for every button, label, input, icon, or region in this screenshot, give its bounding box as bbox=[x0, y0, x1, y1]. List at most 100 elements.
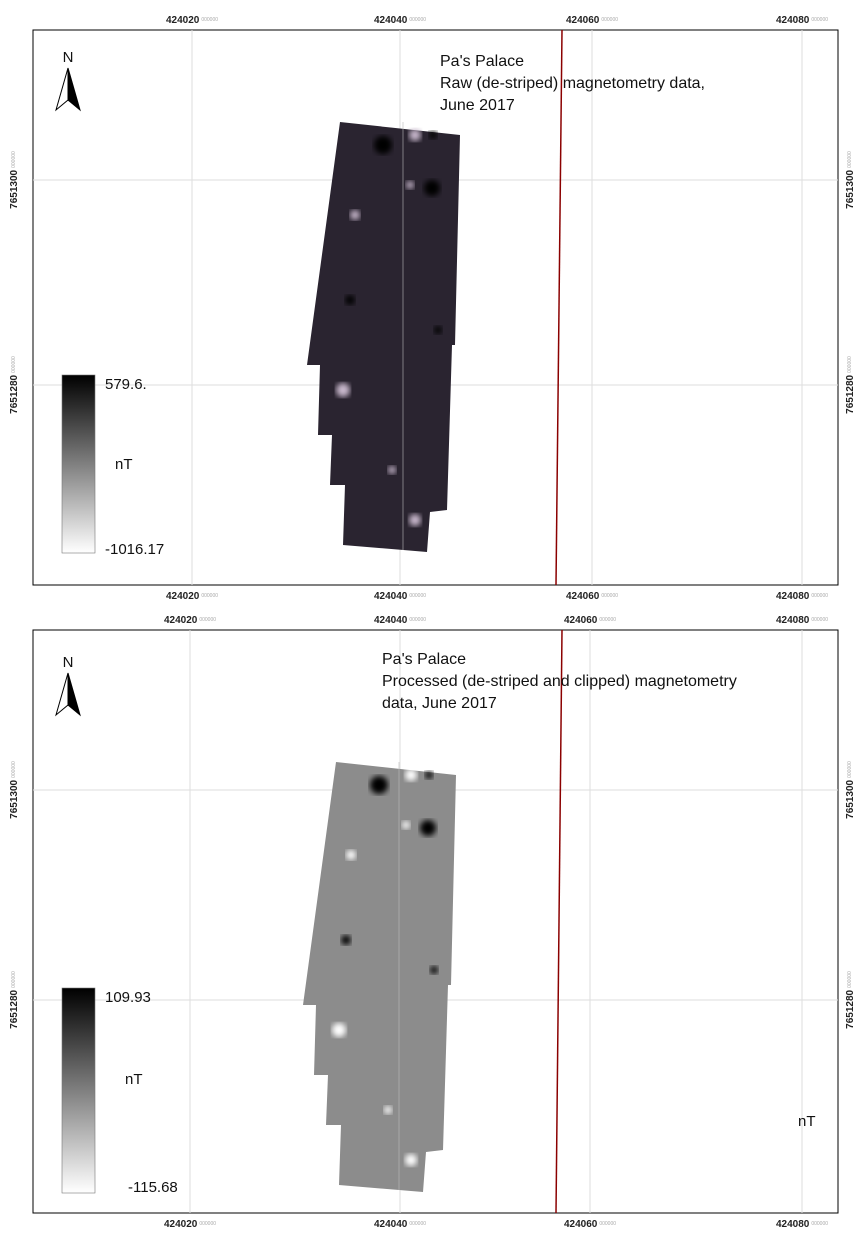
anomaly bbox=[405, 1154, 417, 1166]
tick-label: 7651300000000 bbox=[9, 151, 20, 209]
tick-suffix: 000000 bbox=[847, 971, 853, 988]
legend-max: 579.6. bbox=[105, 376, 147, 393]
figure: 4240200000004240200000004240400000004240… bbox=[0, 0, 861, 1233]
tick-suffix: 000000 bbox=[601, 593, 618, 599]
anomaly bbox=[420, 820, 436, 836]
legend-min: -1016.17 bbox=[105, 541, 164, 558]
legend-min: -115.68 bbox=[128, 1179, 178, 1196]
anomaly bbox=[374, 136, 392, 154]
tick-value: 7651300 bbox=[9, 779, 20, 818]
map-title: Raw (de-striped) magnetometry data, bbox=[440, 75, 705, 92]
anomaly bbox=[424, 180, 440, 196]
tick-value: 7651300 bbox=[845, 169, 856, 208]
tick-suffix: 000000 bbox=[599, 1221, 616, 1227]
tick-suffix: 000000 bbox=[201, 17, 218, 23]
tick-suffix: 000000 bbox=[811, 1221, 828, 1227]
anomaly bbox=[370, 776, 388, 794]
tick-value: 7651280 bbox=[845, 374, 856, 413]
tick-value: 424080 bbox=[776, 15, 810, 26]
tick-value: 424040 bbox=[374, 615, 408, 626]
tick-label: 7651280000000 bbox=[845, 971, 856, 1029]
tick-suffix: 000000 bbox=[811, 17, 828, 23]
tick-suffix: 000000 bbox=[599, 617, 616, 623]
tick-suffix: 000000 bbox=[11, 151, 17, 168]
anomaly bbox=[336, 383, 350, 397]
tick-label: 7651300000000 bbox=[9, 761, 20, 819]
anomaly bbox=[341, 935, 351, 945]
anomaly bbox=[346, 850, 356, 860]
tick-value: 424080 bbox=[776, 1219, 810, 1230]
tick-value: 7651280 bbox=[9, 374, 20, 413]
tick-label: 424020000000 bbox=[164, 1219, 216, 1230]
tick-suffix: 000000 bbox=[11, 971, 17, 988]
legend-ramp bbox=[62, 988, 95, 1193]
tick-suffix: 000000 bbox=[409, 1221, 426, 1227]
tick-suffix: 000000 bbox=[811, 593, 828, 599]
tick-suffix: 000000 bbox=[409, 593, 426, 599]
tick-value: 424060 bbox=[564, 615, 598, 626]
tick-suffix: 000000 bbox=[847, 151, 853, 168]
unit-label: nT bbox=[798, 1113, 816, 1130]
tick-value: 7651300 bbox=[9, 169, 20, 208]
tick-suffix: 000000 bbox=[409, 17, 426, 23]
tick-value: 424020 bbox=[166, 591, 200, 602]
map-title: Processed (de-striped and clipped) magne… bbox=[382, 673, 737, 690]
legend-ramp bbox=[62, 375, 95, 553]
tick-value: 424040 bbox=[374, 15, 408, 26]
anomaly bbox=[332, 1023, 346, 1037]
tick-suffix: 000000 bbox=[409, 617, 426, 623]
map-title: June 2017 bbox=[440, 97, 515, 114]
tick-label: 7651280000000 bbox=[9, 356, 20, 414]
anomaly bbox=[402, 821, 410, 829]
legend-max: 109.93 bbox=[105, 989, 151, 1006]
tick-value: 424060 bbox=[564, 1219, 598, 1230]
tick-value: 424020 bbox=[164, 615, 198, 626]
tick-suffix: 000000 bbox=[847, 356, 853, 373]
map-title: Pa's Palace bbox=[440, 53, 524, 70]
tick-suffix: 000000 bbox=[601, 17, 618, 23]
tick-value: 424020 bbox=[164, 1219, 198, 1230]
legend-unit: nT bbox=[115, 456, 133, 473]
tick-value: 424060 bbox=[566, 15, 600, 26]
north-label: N bbox=[63, 49, 74, 66]
legend-unit: nT bbox=[125, 1071, 143, 1088]
anomaly bbox=[409, 129, 421, 141]
anomaly bbox=[409, 514, 421, 526]
north-label: N bbox=[63, 654, 74, 671]
tick-value: 7651300 bbox=[845, 779, 856, 818]
tick-suffix: 000000 bbox=[199, 1221, 216, 1227]
anomaly bbox=[350, 210, 360, 220]
tick-suffix: 000000 bbox=[11, 356, 17, 373]
tick-value: 7651280 bbox=[845, 989, 856, 1028]
tick-suffix: 000000 bbox=[201, 593, 218, 599]
tick-value: 7651280 bbox=[9, 989, 20, 1028]
tick-value: 424040 bbox=[374, 591, 408, 602]
tick-label: 7651300000000 bbox=[845, 151, 856, 209]
tick-label: 7651280000000 bbox=[9, 971, 20, 1029]
anomaly bbox=[406, 181, 414, 189]
tick-suffix: 000000 bbox=[847, 761, 853, 778]
tick-label: 7651300000000 bbox=[845, 761, 856, 819]
tick-value: 424080 bbox=[776, 615, 810, 626]
anomaly bbox=[405, 769, 417, 781]
anomaly bbox=[384, 1106, 392, 1114]
anomaly bbox=[425, 771, 433, 779]
tick-label: 424060000000 bbox=[564, 1219, 616, 1230]
map-title: Pa's Palace bbox=[382, 651, 466, 668]
tick-label: 7651280000000 bbox=[845, 356, 856, 414]
anomaly bbox=[430, 966, 438, 974]
tick-suffix: 000000 bbox=[811, 617, 828, 623]
